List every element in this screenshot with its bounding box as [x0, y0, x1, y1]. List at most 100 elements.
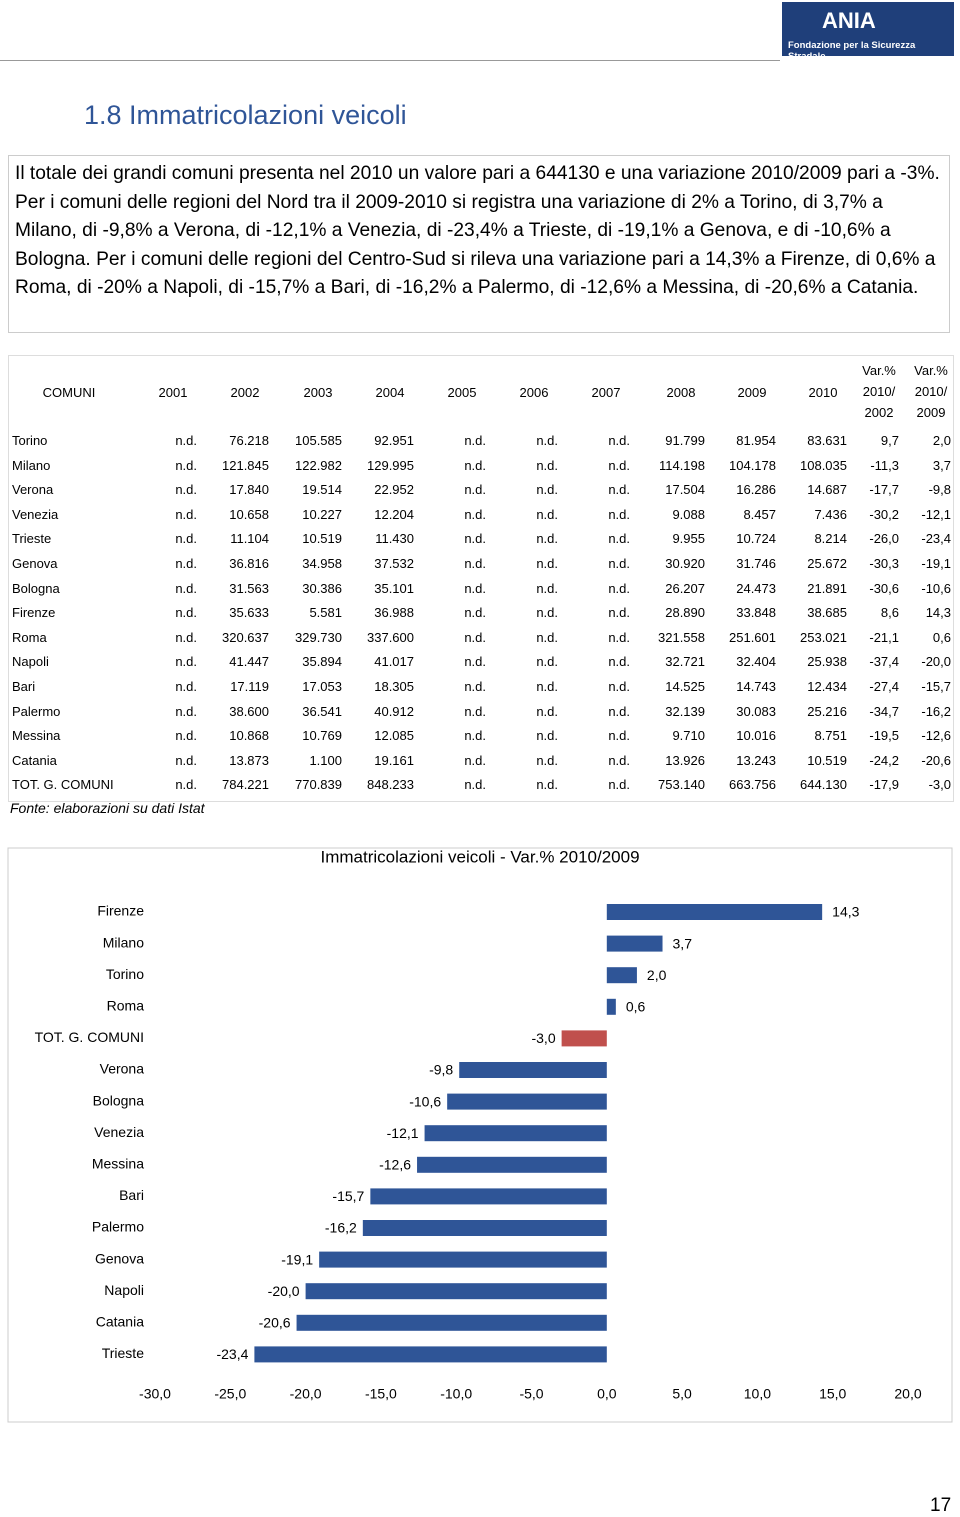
- table-cell: n.d.: [175, 482, 197, 498]
- table-cell: -30,2: [869, 506, 899, 522]
- x-tick-label: 5,0: [672, 1386, 692, 1402]
- table-cell: n.d.: [536, 457, 558, 473]
- bar: [447, 1093, 607, 1110]
- table-header: 2002: [230, 385, 260, 400]
- table-cell: 10.769: [302, 728, 342, 744]
- x-tick-label: 0,0: [597, 1386, 617, 1402]
- table-cell: n.d.: [464, 752, 486, 768]
- table-cell: n.d.: [608, 556, 630, 571]
- row-label: Venezia: [12, 506, 59, 522]
- chart: Immatricolazioni veicoli - Var.% 2010/20…: [7, 847, 953, 1423]
- table-cell: 32.404: [736, 654, 776, 670]
- table-cell: -19,1: [921, 556, 951, 571]
- x-tick-label: -15,0: [365, 1386, 397, 1402]
- table-cell: -3,0: [928, 777, 951, 793]
- table-cell: -16,2: [921, 703, 951, 719]
- x-tick-label: -30,0: [139, 1386, 171, 1402]
- row-label: Milano: [12, 457, 51, 473]
- table-cell: n.d.: [608, 605, 630, 621]
- table-cell: 35.101: [374, 580, 414, 596]
- table-header: 2007: [591, 385, 621, 400]
- table-cell: n.d.: [536, 482, 558, 498]
- table-cell: n.d.: [608, 703, 630, 719]
- table-cell: 10.519: [807, 752, 847, 768]
- category-label: Firenze: [97, 903, 144, 919]
- table-cell: 770.839: [295, 777, 342, 793]
- table-cell: n.d.: [175, 506, 197, 522]
- category-label: Trieste: [102, 1345, 144, 1361]
- table-cell: n.d.: [175, 457, 197, 473]
- table-cell: 5.581: [309, 605, 342, 621]
- table-cell: -23,4: [921, 531, 951, 547]
- row-label: Roma: [12, 629, 47, 645]
- row-label: Bari: [12, 679, 36, 694]
- table-cell: n.d.: [536, 728, 558, 744]
- bar: [296, 1314, 607, 1331]
- table-cell: n.d.: [175, 703, 197, 719]
- table-cell: 13.243: [736, 752, 776, 768]
- table-cell: 22.952: [374, 482, 414, 498]
- table-cell: -12,1: [921, 506, 951, 522]
- bar: [606, 935, 663, 952]
- table-cell: n.d.: [536, 556, 558, 571]
- bar: [370, 1188, 607, 1205]
- table-cell: 10.519: [302, 531, 342, 547]
- table-cell: 10.227: [302, 506, 342, 522]
- table-cell: 17.504: [665, 482, 705, 498]
- category-label: Catania: [96, 1314, 144, 1330]
- table-cell: n.d.: [536, 580, 558, 596]
- table-cell: -17,9: [869, 777, 899, 793]
- table-cell: -26,0: [869, 531, 899, 547]
- table-cell: 35.633: [229, 605, 269, 621]
- table-cell: 21.891: [807, 580, 847, 596]
- table-cell: 320.637: [222, 629, 269, 645]
- x-tick-label: -25,0: [214, 1386, 246, 1402]
- table-cell: 36.988: [374, 605, 414, 621]
- table-cell: 76.218: [229, 433, 269, 448]
- table-cell: 13.873: [229, 752, 269, 768]
- table-cell: 9.088: [672, 506, 705, 522]
- table-header: COMUNI: [42, 385, 96, 400]
- table-cell: 3,7: [932, 457, 951, 473]
- table-header: 2005: [447, 385, 477, 400]
- bar: [319, 1251, 607, 1268]
- table-header: Var.%: [862, 363, 896, 378]
- table-cell: 17.053: [302, 679, 342, 694]
- table-cell: 11.430: [375, 531, 414, 547]
- table-cell: n.d.: [464, 531, 486, 547]
- table-cell: n.d.: [175, 629, 197, 645]
- category-label: Roma: [107, 998, 145, 1014]
- table-header: 2004: [375, 385, 405, 400]
- table-cell: 25.672: [807, 556, 847, 571]
- table-cell: 337.600: [367, 629, 414, 645]
- table-cell: 8.751: [814, 728, 847, 744]
- table-cell: 35.894: [302, 654, 342, 670]
- category-label: Bari: [119, 1187, 144, 1203]
- value-label: -12,1: [387, 1125, 419, 1141]
- table-header: 2003: [303, 385, 333, 400]
- value-label: -23,4: [216, 1346, 248, 1362]
- table-cell: n.d.: [608, 433, 630, 448]
- table-cell: 32.721: [665, 654, 705, 670]
- table-cell: 0,6: [932, 629, 951, 645]
- table-cell: 17.840: [229, 482, 269, 498]
- table-cell: 38.600: [229, 703, 269, 719]
- table-header: 2010: [808, 385, 838, 400]
- table-cell: 9.710: [672, 728, 705, 744]
- value-label: -3,0: [531, 1030, 555, 1046]
- table-cell: 41.447: [229, 654, 269, 670]
- category-label: Verona: [100, 1061, 145, 1077]
- bar: [561, 1030, 607, 1047]
- category-label: Genova: [95, 1250, 144, 1266]
- table-cell: 28.890: [665, 605, 705, 621]
- table-cell: n.d.: [175, 777, 197, 793]
- bar: [424, 1125, 607, 1142]
- x-tick-label: 10,0: [744, 1386, 771, 1402]
- table-cell: n.d.: [536, 679, 558, 694]
- table-cell: 25.938: [807, 654, 847, 670]
- table-cell: n.d.: [175, 728, 197, 744]
- value-label: 0,6: [626, 999, 646, 1015]
- table-cell: 251.601: [729, 629, 776, 645]
- table-cell: 12.085: [374, 728, 414, 744]
- value-label: -19,1: [281, 1251, 313, 1267]
